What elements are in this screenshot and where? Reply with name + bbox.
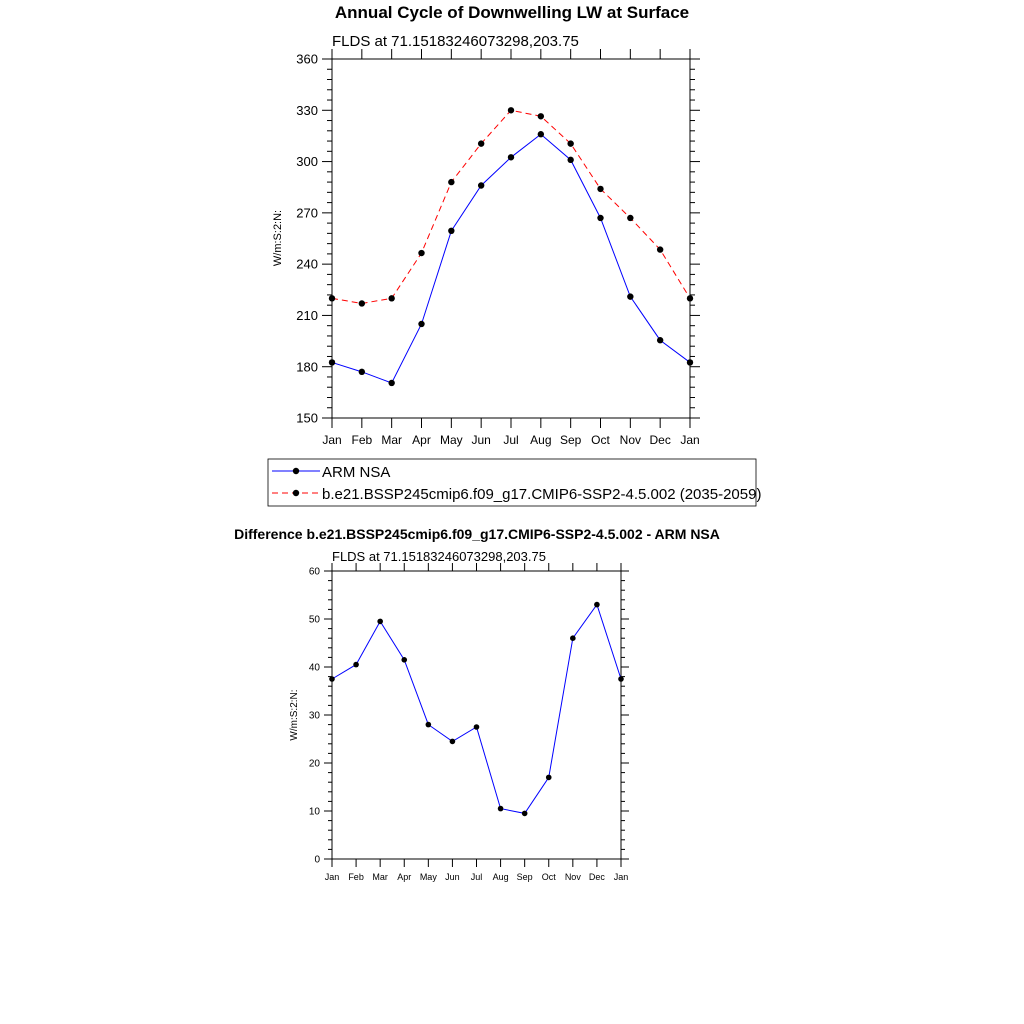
chart1-series-0-point — [448, 227, 455, 235]
chart2-ylabel: W/m:S:2:N: — [289, 689, 300, 740]
chart2-ytick-label: 60 — [309, 567, 321, 578]
chart1-series-0-point — [477, 182, 485, 189]
chart1-series-1-point — [358, 300, 366, 307]
chart2-xtick-label: Sep — [517, 872, 533, 882]
chart2-series-0-point — [401, 657, 408, 663]
chart2-ytick-label: 40 — [309, 663, 321, 674]
chart1-ytick-label: 270 — [296, 205, 318, 220]
chart1-series-0-point — [597, 214, 604, 222]
chart1-series-1-point — [537, 113, 545, 120]
chart1-ytick-label: 150 — [296, 411, 318, 426]
chart1-series-line-0 — [331, 133, 691, 384]
chart2-ytick-label: 30 — [309, 711, 321, 722]
chart2-subtitle: FLDS at 71.15183246073298,203.75 — [332, 549, 546, 564]
chart1-xtick-label: Jan — [680, 433, 699, 447]
chart2-ytick-label: 10 — [309, 807, 321, 818]
chart1-series-0-point — [507, 154, 515, 161]
chart1-series-1-point — [686, 295, 694, 302]
chart2-plot: 0 10 20 30 40 50 60 Jan Feb Mar Apr May Jun Jul Aug Sep… — [309, 563, 629, 882]
chart1-series-0-point — [328, 359, 336, 366]
chart1-subtitle: FLDS at 71.15183246073298,203.75 — [332, 33, 579, 50]
chart2-ytick-label: 0 — [314, 855, 320, 866]
chart1-ytick-label: 210 — [296, 308, 318, 323]
chart1-ytick-label: 360 — [296, 52, 318, 67]
chart1-series-1-point — [567, 140, 574, 147]
chart2-ytick-label: 50 — [309, 615, 321, 626]
chart1-legend: ARM NSA b.e21.BSSP245cmip6.f09_g17.CMIP6… — [267, 458, 761, 507]
chart1-series-1-point — [597, 185, 604, 193]
chart1-xtick-label: Oct — [591, 433, 610, 447]
legend-label-arm: ARM NSA — [322, 464, 390, 481]
chart1-series-0-point — [358, 368, 366, 376]
chart2-xtick-label: Aug — [493, 872, 509, 882]
chart1-series-1-point — [656, 246, 664, 253]
chart2-xtick-label: Nov — [565, 872, 582, 882]
chart2-xtick-label: Feb — [348, 872, 364, 882]
chart1-series-0-point — [686, 359, 694, 366]
chart2-xtick-label: Jan — [614, 872, 629, 882]
chart2-series-0-point — [329, 676, 335, 682]
chart1-series-0-point — [388, 379, 395, 387]
chart1-xtick-label: Nov — [620, 433, 641, 447]
chart1-xtick-label: Jan — [322, 433, 341, 447]
chart1-ytick-label: 180 — [296, 359, 318, 374]
chart2-series-0-point — [594, 601, 600, 608]
chart1-xtick-label: May — [440, 433, 463, 447]
chart2-frame — [331, 570, 622, 860]
chart1-series-1-point — [448, 178, 455, 186]
chart1-series-1-point — [627, 214, 634, 222]
chart2-series-0-point — [521, 810, 528, 817]
chart1-series-0-point — [656, 337, 664, 344]
chart2-series-0-point — [425, 721, 432, 728]
chart1-xtick-label: Apr — [412, 433, 431, 447]
chart1-xtick-label: Feb — [351, 433, 372, 447]
chart1-series-0-point — [627, 293, 634, 300]
chart2-series-0-point — [618, 676, 624, 682]
chart2-title: Difference b.e21.BSSP245cmip6.f09_g17.CM… — [234, 526, 720, 542]
chart1-ylabel: W/m:S:2:N: — [272, 210, 284, 266]
chart2-series-0-point — [497, 805, 504, 812]
chart1-ytick-label: 300 — [296, 154, 318, 169]
chart1-series-1-point — [328, 295, 336, 302]
chart1-series-1-point — [477, 140, 485, 147]
chart2-xtick-label: Jul — [471, 872, 483, 882]
chart2-series-0-point — [545, 774, 552, 781]
legend-marker-arm — [292, 467, 300, 475]
chart2-series-line-0 — [331, 603, 622, 814]
chart1-xtick-label: Dec — [649, 433, 670, 447]
legend-label-model: b.e21.BSSP245cmip6.f09_g17.CMIP6-SSP2-4.… — [322, 486, 761, 503]
chart1-xtick-label: Jul — [503, 433, 518, 447]
legend-marker-model — [292, 489, 300, 497]
chart1-ytick-label: 330 — [296, 103, 318, 118]
chart1-xtick-label: Jun — [471, 433, 490, 447]
chart1-series-line-1 — [331, 109, 691, 304]
chart1-series-0-point — [567, 156, 574, 164]
chart1-series-1-point — [418, 249, 425, 257]
chart1-xtick-label: Aug — [530, 433, 551, 447]
chart2-series-0-point — [570, 635, 576, 641]
chart1-series-0-point — [418, 320, 425, 328]
chart2-series-0-point — [473, 724, 480, 730]
legend-box — [267, 458, 757, 507]
chart1-series-0-point — [537, 131, 545, 138]
chart2-series-0-point — [377, 618, 383, 625]
chart2-xtick-label: Mar — [372, 872, 388, 882]
chart1-title: Annual Cycle of Downwelling LW at Surfac… — [335, 3, 689, 22]
chart1-plot: 150 180 210 240 270 300 330 360 Jan Feb Mar Apr May J… — [296, 49, 700, 447]
chart2-xtick-label: Dec — [589, 872, 606, 882]
chart1-ytick-label: 240 — [296, 257, 318, 272]
chart2-xtick-label: May — [420, 872, 438, 882]
chart1-series-1-point — [507, 107, 515, 114]
chart2-xtick-label: Jun — [445, 872, 460, 882]
chart2-xtick-label: Jan — [325, 872, 340, 882]
chart1-xtick-label: Mar — [381, 433, 402, 447]
chart2-xtick-label: Apr — [397, 872, 411, 882]
chart2-series-0-point — [449, 738, 456, 745]
chart2-series-0-point — [353, 661, 359, 668]
chart1-xtick-label: Sep — [560, 433, 582, 447]
chart2-ytick-label: 20 — [309, 759, 321, 770]
chart2-xtick-label: Oct — [542, 872, 557, 882]
chart1-series-1-point — [388, 295, 395, 302]
